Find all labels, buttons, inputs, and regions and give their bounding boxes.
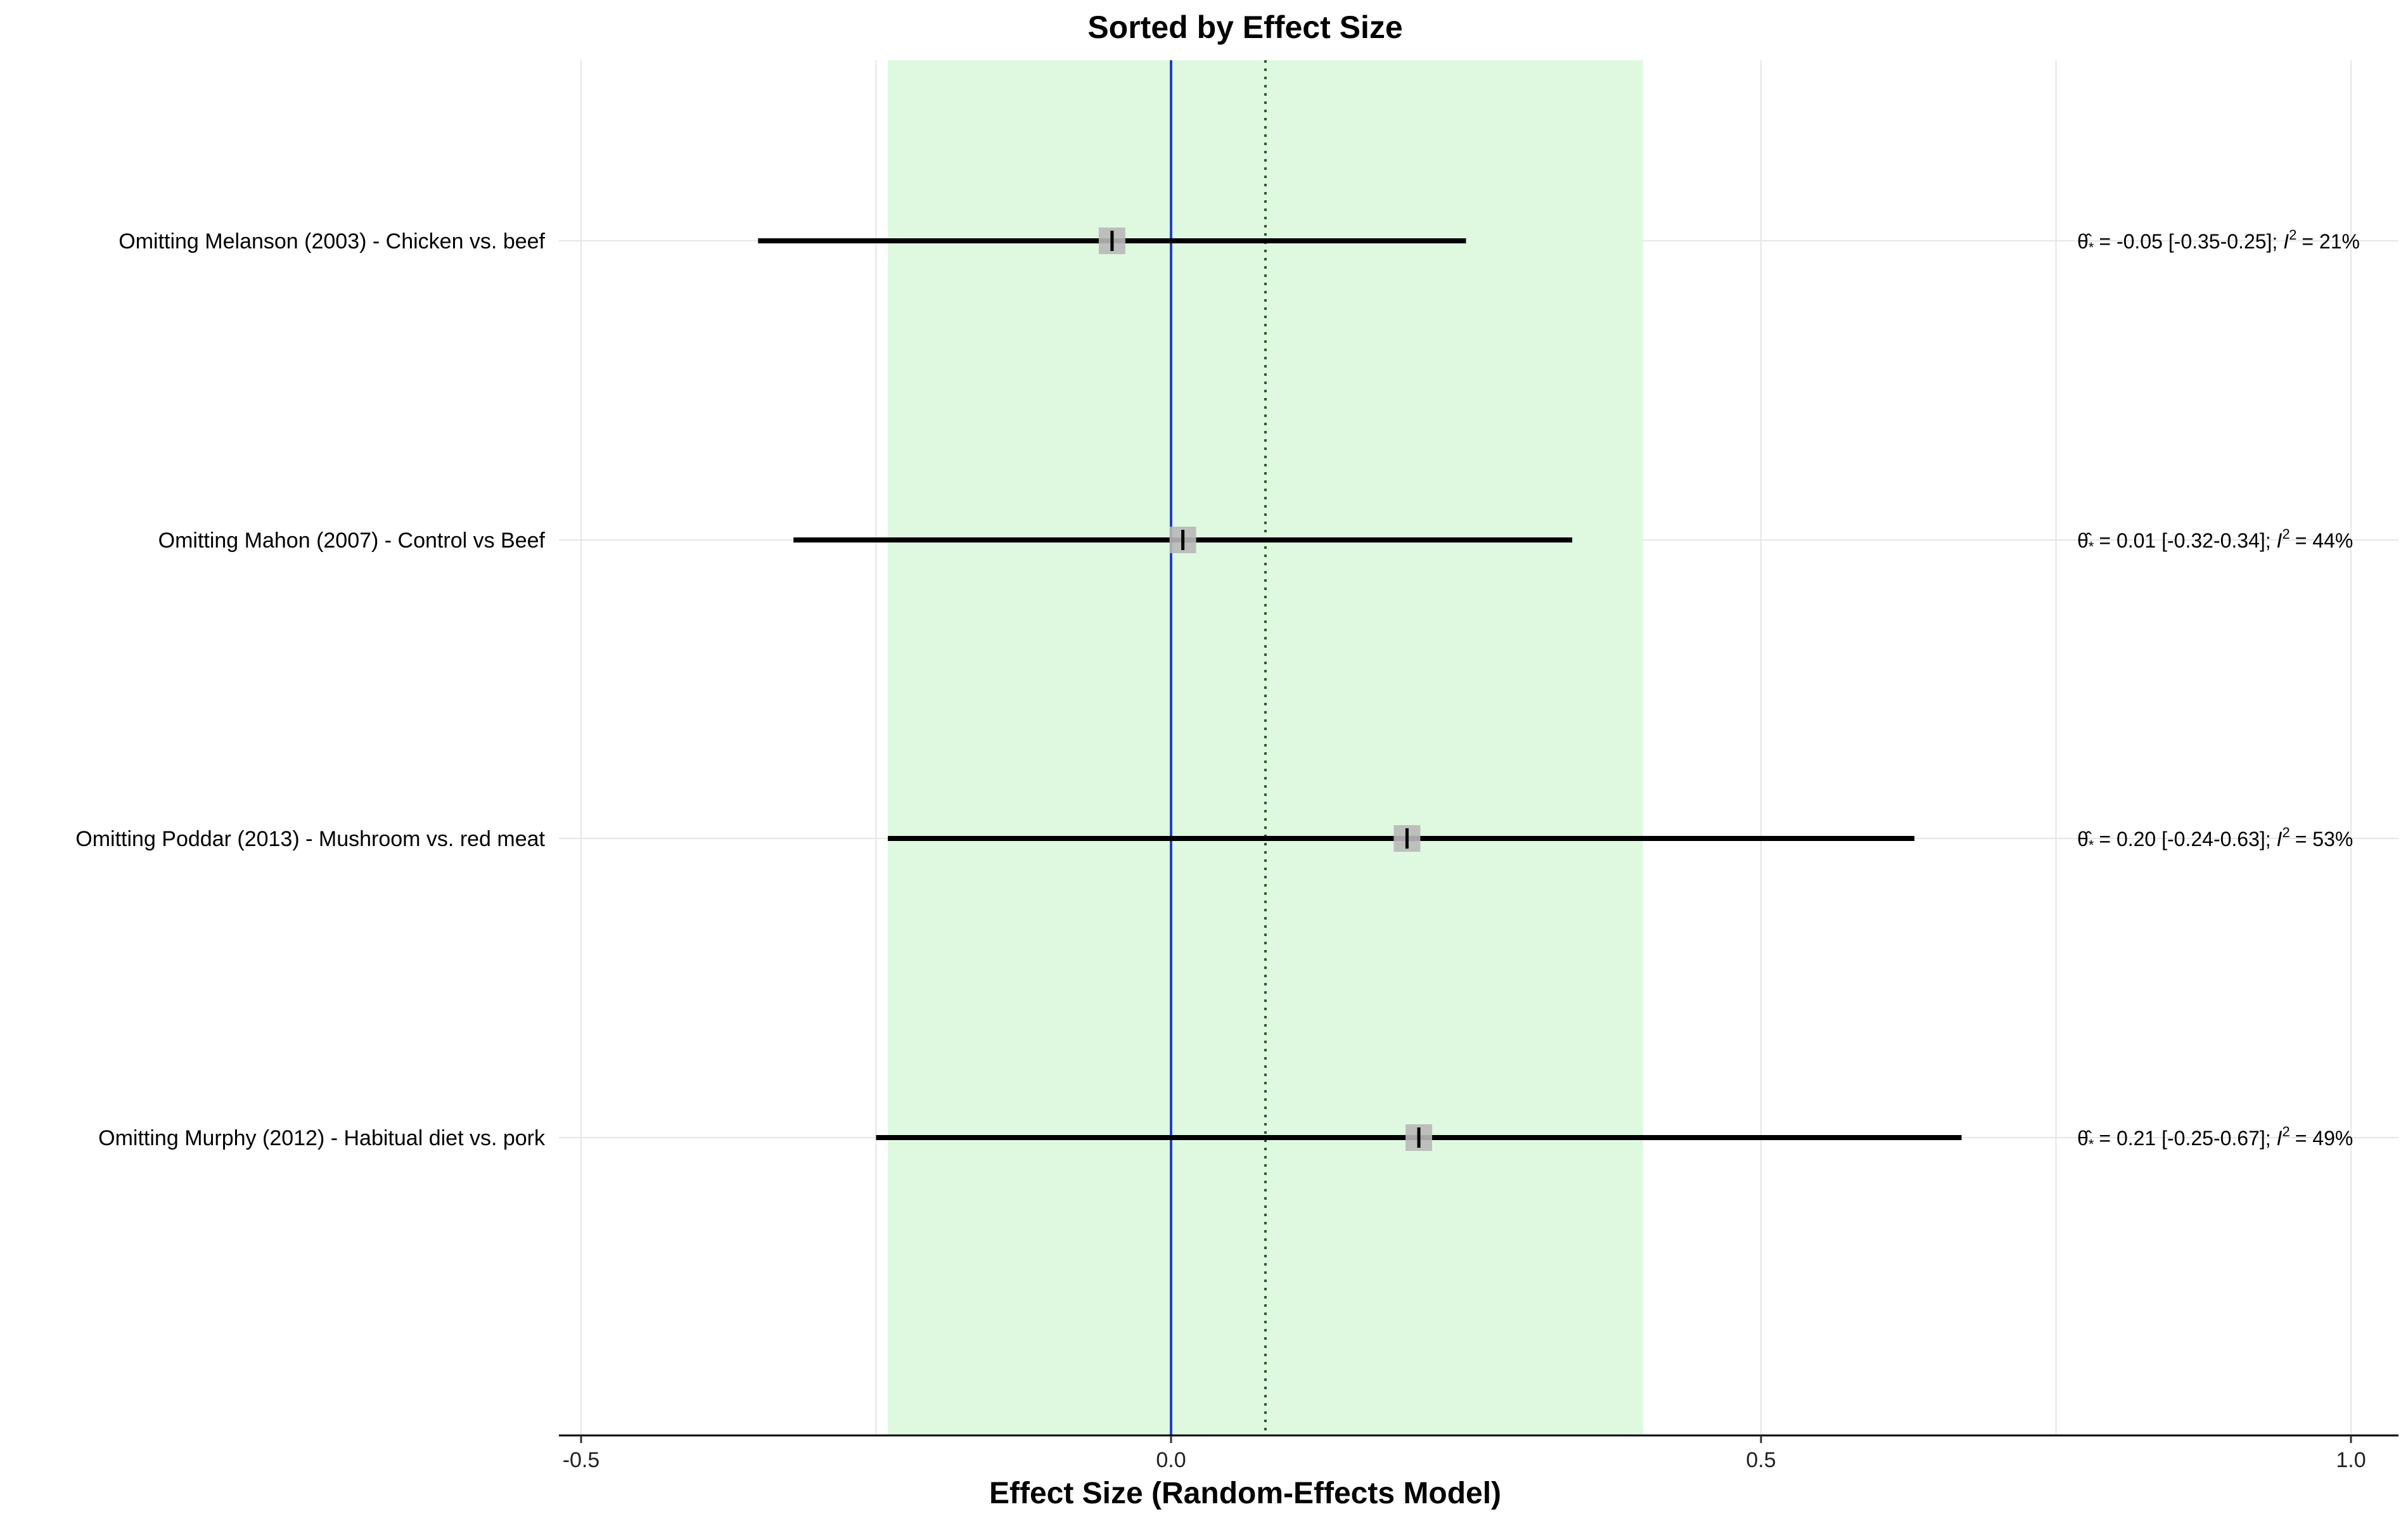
annotation-i-squared: = 49% <box>2295 1127 2354 1150</box>
i-squared-symbol: I <box>2277 529 2283 552</box>
row-label: Omitting Poddar (2013) - Mushroom vs. re… <box>75 827 545 851</box>
annotation-estimate: = 0.01 [-0.32-0.34]; <box>2099 529 2276 552</box>
theta-subscript: * <box>2089 837 2094 853</box>
x-tick-label: 0.5 <box>1746 1448 1776 1472</box>
x-tick-label: -0.5 <box>563 1448 600 1472</box>
x-tick-label: 1.0 <box>2336 1448 2366 1472</box>
row-label: Omitting Murphy (2012) - Habitual diet v… <box>98 1126 546 1150</box>
i-squared-superscript: 2 <box>2289 227 2296 243</box>
annotation-estimate: = -0.05 [-0.35-0.25]; <box>2099 230 2283 253</box>
row-annotation: θ̂* = 0.01 [-0.32-0.34]; I2 = 44% <box>2077 526 2353 555</box>
i-squared-superscript: 2 <box>2282 825 2290 840</box>
i-squared-symbol: I <box>2277 828 2283 850</box>
i-squared-superscript: 2 <box>2282 526 2290 542</box>
theta-subscript: * <box>2089 1136 2094 1152</box>
i-squared-symbol: I <box>2283 230 2289 253</box>
x-axis-label: Effect Size (Random-Effects Model) <box>989 1477 1501 1510</box>
row-label: Omitting Mahon (2007) - Control vs Beef <box>158 529 546 553</box>
x-tick-label: 0.0 <box>1156 1448 1186 1472</box>
row-annotation: θ̂* = -0.05 [-0.35-0.25]; I2 = 21% <box>2077 227 2360 255</box>
theta-subscript: * <box>2089 240 2094 255</box>
chart-title: Sorted by Effect Size <box>1087 10 1402 45</box>
annotation-i-squared: = 44% <box>2295 529 2354 552</box>
forest-row: Omitting Mahon (2007) - Control vs Beef θ… <box>158 526 2354 555</box>
forest-row: Omitting Murphy (2012) - Habitual diet v… <box>98 1124 2353 1152</box>
annotation-estimate: = 0.21 [-0.25-0.67]; <box>2099 1127 2276 1150</box>
row-annotation: θ̂* = 0.21 [-0.25-0.67]; I2 = 49% <box>2077 1124 2353 1152</box>
forest-row: Omitting Melanson (2003) - Chicken vs. b… <box>118 227 2360 255</box>
annotation-i-squared: = 53% <box>2295 828 2354 850</box>
i-squared-superscript: 2 <box>2282 1124 2290 1139</box>
i-squared-symbol: I <box>2277 1127 2283 1150</box>
annotation-estimate: = 0.20 [-0.24-0.63]; <box>2099 828 2276 850</box>
row-label: Omitting Melanson (2003) - Chicken vs. b… <box>118 229 545 254</box>
annotation-i-squared: = 21% <box>2302 230 2360 253</box>
row-annotation: θ̂* = 0.20 [-0.24-0.63]; I2 = 53% <box>2077 825 2353 853</box>
theta-subscript: * <box>2089 539 2094 555</box>
